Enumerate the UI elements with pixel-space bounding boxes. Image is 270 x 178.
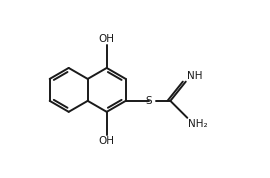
Text: S: S xyxy=(146,96,152,106)
Text: NH: NH xyxy=(187,71,202,81)
Text: OH: OH xyxy=(99,136,115,146)
Text: OH: OH xyxy=(99,34,115,44)
Text: NH₂: NH₂ xyxy=(188,119,208,129)
